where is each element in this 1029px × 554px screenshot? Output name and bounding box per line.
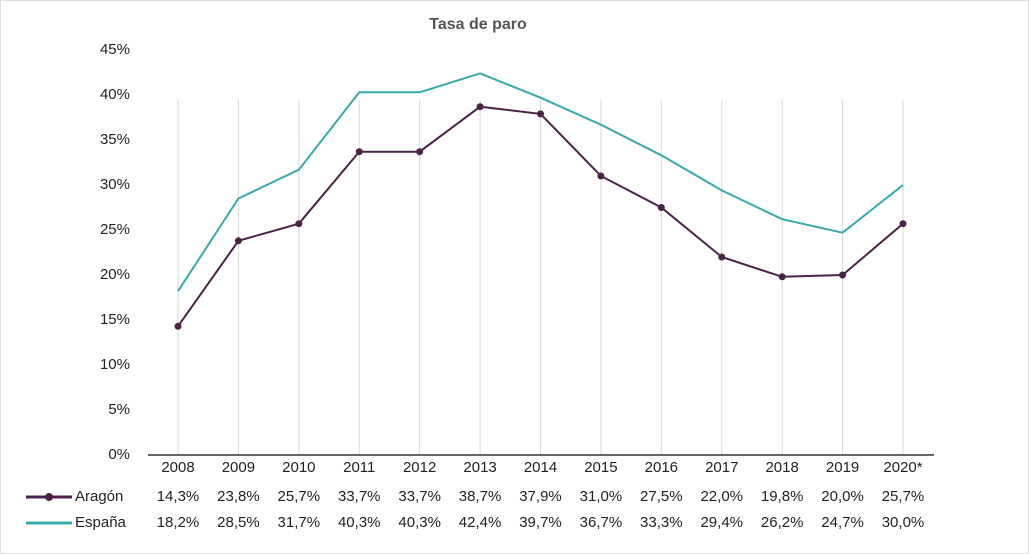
legend-label: Aragón (75, 488, 123, 505)
y-tick-label: 0% (108, 446, 130, 463)
series-line (177, 72, 904, 292)
data-label: 19,8% (761, 488, 804, 505)
point (476, 103, 484, 111)
data-label: 27,5% (640, 488, 683, 505)
point (899, 220, 907, 228)
data-label: 25,7% (882, 488, 925, 505)
point (597, 172, 605, 180)
data-label: 20,0% (821, 488, 864, 505)
data-label: 30,0% (882, 514, 925, 531)
point (295, 220, 303, 228)
y-tick-label: 15% (100, 311, 130, 328)
data-label: 26,2% (761, 514, 804, 531)
x-tick-label: 2018 (765, 459, 798, 476)
x-tick-label: 2012 (403, 459, 436, 476)
data-label: 37,9% (519, 488, 562, 505)
x-tick-label: 2013 (463, 459, 496, 476)
legend-label: España (75, 514, 127, 531)
point (839, 271, 847, 279)
data-label: 33,7% (398, 488, 441, 505)
data-label: 24,7% (821, 514, 864, 531)
x-tick-label: 2015 (584, 459, 617, 476)
data-label: 39,7% (519, 514, 562, 531)
point (778, 273, 786, 281)
point (718, 253, 726, 261)
data-label: 40,3% (398, 514, 441, 531)
x-tick-label: 2019 (826, 459, 859, 476)
data-label: 29,4% (700, 514, 743, 531)
x-tick-label: 2010 (282, 459, 315, 476)
data-label: 33,3% (640, 514, 683, 531)
chart-title: Tasa de paro (429, 16, 527, 33)
data-label: 22,0% (700, 488, 743, 505)
data-label: 36,7% (580, 514, 623, 531)
data-label: 28,5% (217, 514, 260, 531)
data-label: 14,3% (157, 488, 200, 505)
data-label: 25,7% (278, 488, 321, 505)
y-tick-label: 25% (100, 221, 130, 238)
point (657, 204, 665, 211)
y-tick-label: 40% (100, 86, 130, 103)
data-label: 40,3% (338, 514, 381, 531)
y-tick-label: 45% (100, 41, 130, 58)
point (416, 148, 424, 156)
x-tick-label: 2016 (645, 459, 678, 476)
data-label: 18,2% (157, 514, 200, 531)
data-label: 31,0% (580, 488, 623, 505)
x-tick-label: 2011 (343, 459, 375, 476)
data-label: 31,7% (278, 514, 321, 531)
x-tick-label: 2009 (222, 459, 255, 476)
y-tick-label: 5% (108, 401, 130, 418)
data-label: 33,7% (338, 488, 381, 505)
x-tick-label: 2014 (524, 459, 557, 476)
y-tick-label: 30% (100, 176, 130, 193)
x-tick-label: 2017 (705, 459, 738, 476)
y-tick-label: 10% (100, 356, 130, 373)
legend-marker (45, 493, 53, 501)
y-tick-label: 20% (100, 266, 130, 283)
point (537, 110, 544, 118)
x-tick-label: 2020* (883, 459, 922, 476)
data-label: 23,8% (217, 488, 260, 505)
data-label: 38,7% (459, 488, 502, 505)
point (234, 237, 242, 245)
x-tick-label: 2008 (161, 459, 194, 476)
point (174, 322, 182, 330)
y-tick-label: 35% (100, 131, 130, 148)
point (355, 148, 363, 156)
data-label: 42,4% (459, 514, 502, 531)
